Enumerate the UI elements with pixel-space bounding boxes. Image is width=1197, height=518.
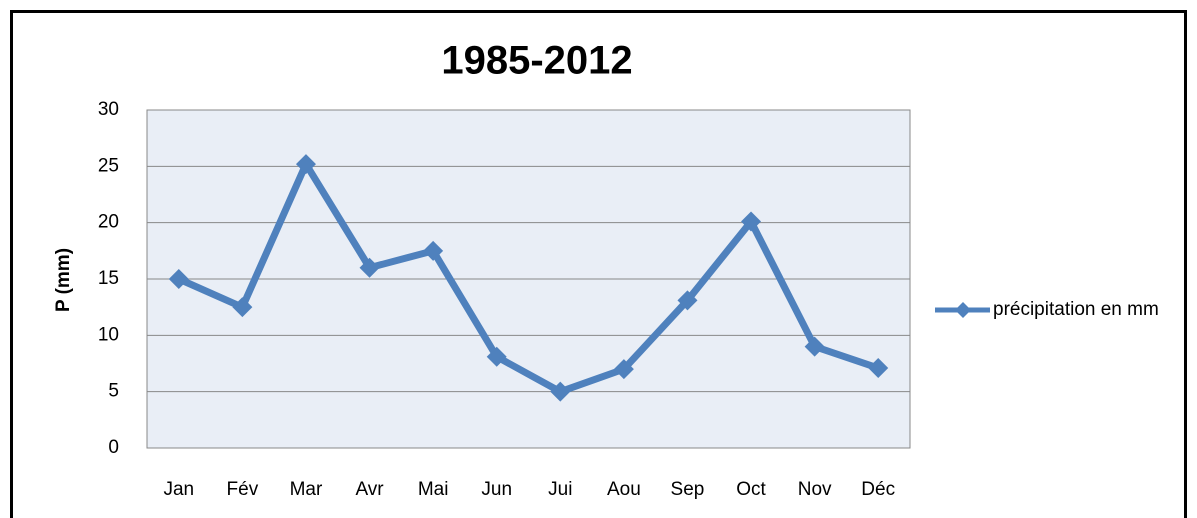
- series-line: [177, 160, 880, 396]
- y-axis-label: P (mm): [53, 248, 74, 312]
- point-marker: [868, 358, 889, 379]
- x-tick-label: Oct: [736, 479, 766, 500]
- y-tick-label: 10: [98, 324, 119, 345]
- y-tick-label: 0: [108, 437, 119, 458]
- x-tick-label: Mai: [418, 479, 449, 500]
- point-marker: [232, 297, 253, 318]
- legend-label: précipitation en mm: [993, 299, 1159, 320]
- y-tick-label: 5: [108, 381, 119, 402]
- y-tick-label: 25: [98, 155, 119, 176]
- x-tick-label: Avr: [355, 479, 384, 500]
- point-marker: [741, 211, 762, 232]
- y-tick-label: 15: [98, 268, 119, 289]
- x-tick-label: Jan: [163, 479, 194, 500]
- chart-title: 1985-2012: [441, 39, 632, 83]
- point-marker: [804, 336, 825, 357]
- y-tick-label: 30: [98, 99, 119, 120]
- point-marker: [486, 346, 507, 367]
- point-marker: [677, 290, 698, 311]
- x-tick-label: Mar: [290, 479, 323, 500]
- x-tick-label: Aou: [607, 479, 641, 500]
- y-tick-label: 20: [98, 212, 119, 233]
- x-tick-label: Déc: [861, 479, 895, 500]
- point-marker: [550, 381, 571, 402]
- point-marker: [423, 240, 444, 261]
- x-tick-label: Fév: [227, 479, 259, 500]
- x-tick-label: Jui: [548, 479, 572, 500]
- x-tick-label: Nov: [798, 479, 832, 500]
- point-marker: [295, 154, 316, 175]
- point-marker: [613, 359, 634, 380]
- x-tick-label: Jun: [481, 479, 512, 500]
- point-marker: [359, 257, 380, 278]
- point-marker: [168, 269, 189, 289]
- legend-marker: [955, 302, 971, 318]
- x-tick-label: Sep: [671, 479, 705, 500]
